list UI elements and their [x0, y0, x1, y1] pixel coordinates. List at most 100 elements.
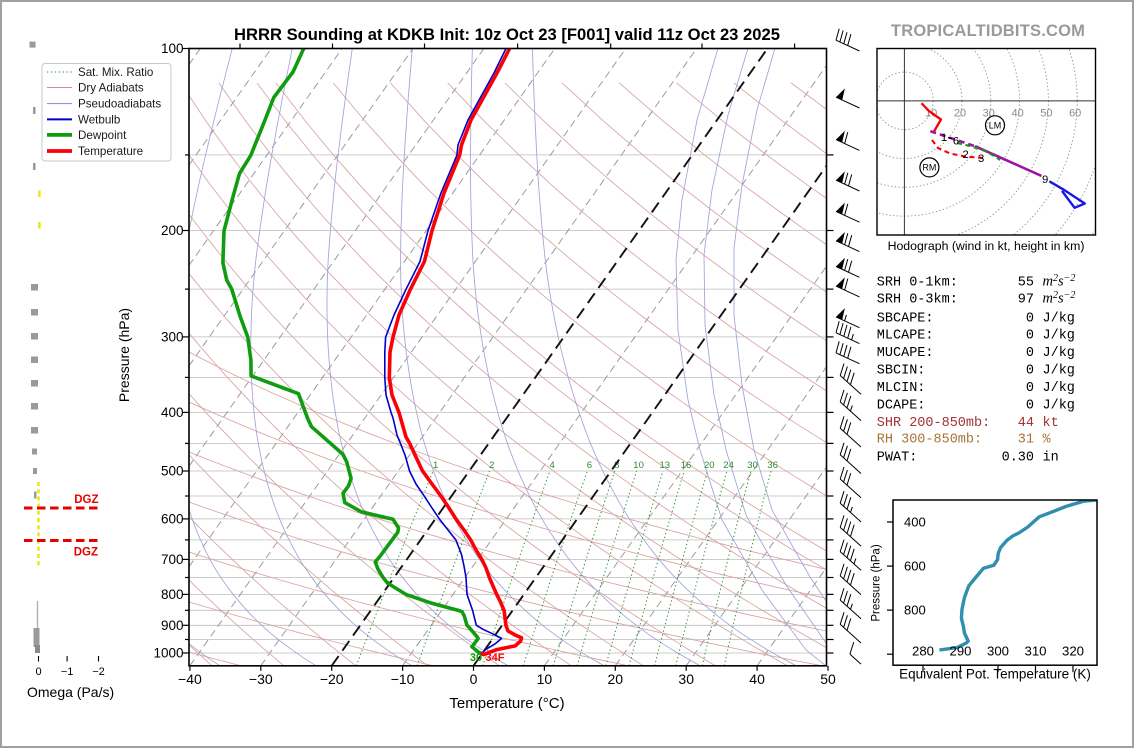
svg-text:30: 30	[470, 652, 482, 664]
svg-text:Pressure (hPa): Pressure (hPa)	[116, 308, 132, 402]
svg-text:16: 16	[681, 460, 692, 471]
svg-text:800: 800	[161, 587, 184, 602]
svg-text:PWAT:: PWAT:	[877, 450, 918, 465]
svg-text:J/kg: J/kg	[1043, 363, 1075, 378]
svg-text:1: 1	[433, 460, 438, 471]
svg-text:1000: 1000	[153, 646, 183, 661]
svg-text:2: 2	[489, 460, 494, 471]
svg-text:MLCAPE:: MLCAPE:	[877, 329, 934, 344]
svg-text:0: 0	[1026, 312, 1034, 327]
svg-text:30: 30	[747, 460, 758, 471]
svg-text:320: 320	[1062, 644, 1084, 659]
svg-text:24: 24	[723, 460, 734, 471]
svg-text:RH 300-850mb:: RH 300-850mb:	[877, 432, 982, 447]
svg-text:Temperature (°C): Temperature (°C)	[449, 695, 564, 712]
svg-text:97: 97	[1018, 293, 1034, 308]
svg-text:0: 0	[1026, 399, 1034, 414]
svg-text:600: 600	[161, 511, 184, 526]
svg-text:−30: −30	[249, 671, 273, 687]
svg-text:Temperature: Temperature	[78, 145, 143, 158]
svg-text:DCAPE:: DCAPE:	[877, 399, 926, 414]
svg-text:30: 30	[678, 671, 694, 687]
svg-text:800: 800	[904, 603, 926, 618]
svg-text:55: 55	[1018, 276, 1034, 291]
svg-text:kt: kt	[1043, 416, 1059, 431]
svg-text:300: 300	[161, 329, 184, 344]
svg-text:36: 36	[767, 460, 778, 471]
svg-text:0: 0	[470, 671, 478, 687]
svg-text:Hodograph (wind in kt, height: Hodograph (wind in kt, height in km)	[888, 239, 1085, 253]
svg-text:3: 3	[978, 153, 984, 165]
svg-text:34F: 34F	[486, 652, 505, 664]
svg-text:290: 290	[949, 644, 971, 659]
svg-text:4: 4	[549, 460, 554, 471]
svg-text:TROPICALTIDBITS.COM: TROPICALTIDBITS.COM	[891, 22, 1085, 40]
svg-text:−10: −10	[391, 671, 415, 687]
svg-text:−2: −2	[92, 666, 105, 678]
svg-text:%: %	[1043, 432, 1052, 447]
svg-text:20: 20	[954, 108, 966, 120]
svg-text:10: 10	[633, 460, 644, 471]
svg-text:40: 40	[1011, 108, 1023, 120]
svg-text:500: 500	[161, 464, 184, 479]
svg-text:100: 100	[161, 41, 184, 56]
svg-text:8: 8	[614, 460, 619, 471]
svg-text:0: 0	[1026, 329, 1034, 344]
svg-text:900: 900	[161, 618, 184, 633]
svg-text:−1: −1	[61, 666, 74, 678]
svg-text:MUCAPE:: MUCAPE:	[877, 346, 934, 361]
svg-text:60: 60	[1069, 108, 1081, 120]
svg-text:0: 0	[1026, 363, 1034, 378]
svg-text:−40: −40	[178, 671, 202, 687]
svg-text:0: 0	[1026, 381, 1034, 396]
svg-text:40: 40	[749, 671, 765, 687]
svg-text:SBCIN:: SBCIN:	[877, 363, 926, 378]
svg-text:DGZ: DGZ	[74, 494, 98, 506]
svg-text:6: 6	[587, 460, 592, 471]
svg-text:Dewpoint: Dewpoint	[78, 129, 127, 142]
svg-text:1: 1	[941, 132, 947, 144]
svg-text:Pressure (hPa): Pressure (hPa)	[871, 544, 883, 622]
svg-text:Dry Adiabats: Dry Adiabats	[78, 82, 144, 95]
svg-text:SBCAPE:: SBCAPE:	[877, 312, 934, 327]
svg-text:2: 2	[962, 149, 968, 161]
svg-text:J/kg: J/kg	[1043, 346, 1075, 361]
svg-text:J/kg: J/kg	[1043, 381, 1075, 396]
svg-text:Equivalent Pot. Temperature (K: Equivalent Pot. Temperature (K)	[899, 667, 1091, 682]
svg-text:9: 9	[1042, 174, 1048, 186]
svg-text:310: 310	[1024, 644, 1046, 659]
svg-text:HRRR Sounding at KDKB Init: 10: HRRR Sounding at KDKB Init: 10z Oct 23 […	[234, 25, 780, 44]
svg-text:44: 44	[1018, 416, 1034, 431]
svg-text:700: 700	[161, 552, 184, 567]
svg-text:J/kg: J/kg	[1043, 312, 1075, 327]
svg-text:MLCIN:: MLCIN:	[877, 381, 926, 396]
svg-text:LM: LM	[989, 121, 1002, 131]
svg-text:400: 400	[904, 515, 926, 530]
svg-text:Sat. Mix. Ratio: Sat. Mix. Ratio	[78, 66, 153, 79]
svg-text:0: 0	[1026, 346, 1034, 361]
svg-text:600: 600	[904, 559, 926, 574]
svg-text:400: 400	[161, 405, 184, 420]
svg-text:31: 31	[1018, 432, 1034, 447]
svg-text:6: 6	[953, 136, 959, 148]
svg-text:300: 300	[987, 644, 1009, 659]
svg-text:−20: −20	[320, 671, 344, 687]
svg-text:SRH 0-1km:: SRH 0-1km:	[877, 276, 958, 291]
svg-text:20: 20	[704, 460, 715, 471]
svg-text:200: 200	[161, 223, 184, 238]
svg-text:13: 13	[660, 460, 671, 471]
svg-text:RM: RM	[922, 163, 936, 173]
svg-text:DGZ: DGZ	[74, 547, 98, 559]
svg-text:in: in	[1043, 450, 1059, 465]
svg-text:SRH 0-3km:: SRH 0-3km:	[877, 293, 958, 308]
svg-text:20: 20	[608, 671, 624, 687]
svg-text:10: 10	[537, 671, 553, 687]
svg-text:Omega (Pa/s): Omega (Pa/s)	[27, 684, 114, 700]
svg-text:Wetbulb: Wetbulb	[78, 113, 120, 126]
svg-text:SHR 200-850mb:: SHR 200-850mb:	[877, 416, 990, 431]
svg-text:50: 50	[1040, 108, 1052, 120]
svg-text:J/kg: J/kg	[1043, 399, 1075, 414]
svg-text:0: 0	[35, 666, 41, 678]
svg-text:J/kg: J/kg	[1043, 329, 1075, 344]
svg-text:280: 280	[912, 644, 934, 659]
